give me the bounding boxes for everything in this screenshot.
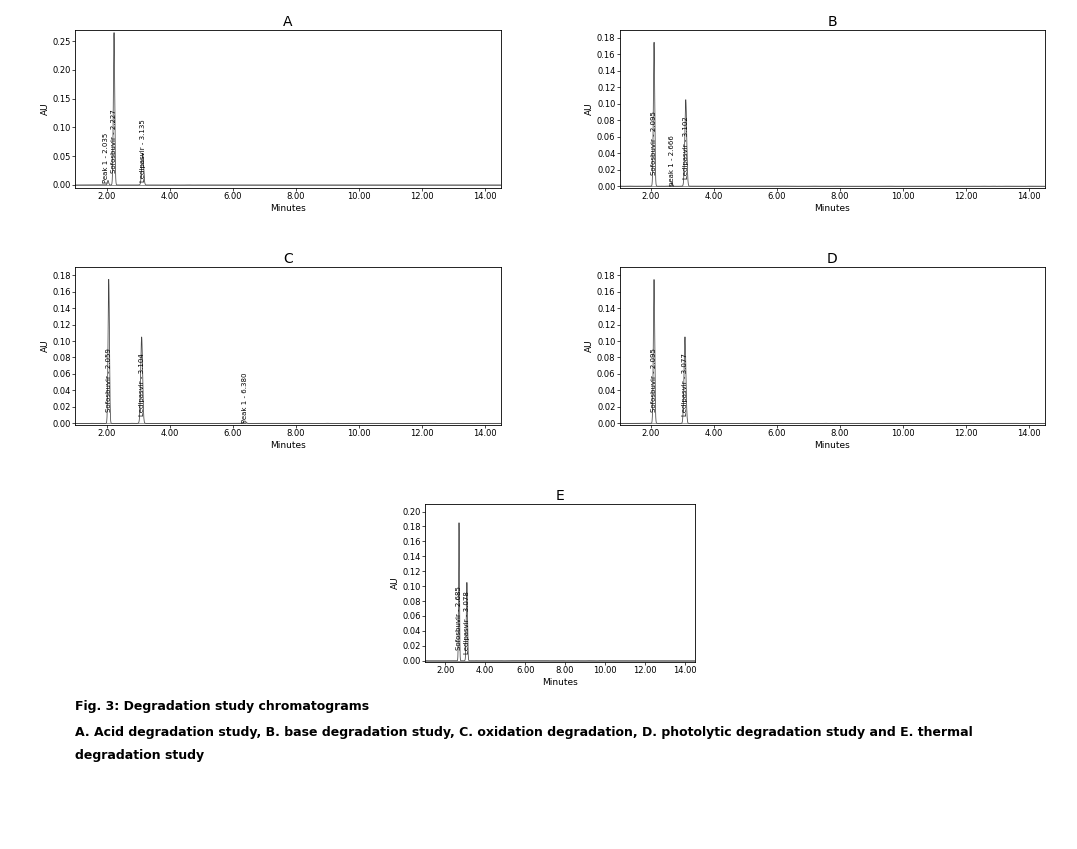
Title: A: A xyxy=(283,14,293,29)
X-axis label: Minutes: Minutes xyxy=(814,441,850,450)
Title: E: E xyxy=(556,489,564,503)
Y-axis label: AU: AU xyxy=(391,576,400,589)
X-axis label: Minutes: Minutes xyxy=(270,441,306,450)
Text: peak 1 - 2.666: peak 1 - 2.666 xyxy=(669,135,675,186)
Text: Sofosbuvir - 2.095: Sofosbuvir - 2.095 xyxy=(651,110,657,175)
Text: Ledipasvir - 3.078: Ledipasvir - 3.078 xyxy=(464,592,470,655)
Text: Fig. 3: Degradation study chromatograms: Fig. 3: Degradation study chromatograms xyxy=(75,700,369,713)
Title: D: D xyxy=(827,252,838,266)
X-axis label: Minutes: Minutes xyxy=(270,204,306,213)
Y-axis label: AU: AU xyxy=(41,103,50,115)
X-axis label: Minutes: Minutes xyxy=(542,678,578,687)
Text: Peak 1 - 2.035: Peak 1 - 2.035 xyxy=(103,132,109,183)
Y-axis label: AU: AU xyxy=(585,103,595,115)
Text: Sofosbuvir - 2.059: Sofosbuvir - 2.059 xyxy=(106,348,112,412)
Title: C: C xyxy=(283,252,293,266)
Text: Ledipasvir - 3.077: Ledipasvir - 3.077 xyxy=(682,353,688,417)
Y-axis label: AU: AU xyxy=(585,340,595,352)
Text: Sofosbuvir - 2.095: Sofosbuvir - 2.095 xyxy=(651,348,657,412)
Text: degradation study: degradation study xyxy=(75,749,205,762)
Text: Sofosbuvir - 2.685: Sofosbuvir - 2.685 xyxy=(456,586,462,649)
Text: Peak 1 - 6.380: Peak 1 - 6.380 xyxy=(242,372,248,423)
Text: Sofosbuvir - 2.227: Sofosbuvir - 2.227 xyxy=(111,109,117,173)
X-axis label: Minutes: Minutes xyxy=(814,204,850,213)
Text: Ledipasvir - 3.102: Ledipasvir - 3.102 xyxy=(683,116,689,179)
Title: B: B xyxy=(827,14,837,29)
Text: Ledipasvir - 3.104: Ledipasvir - 3.104 xyxy=(139,354,144,417)
Y-axis label: AU: AU xyxy=(41,340,50,352)
Text: A. Acid degradation study, B. base degradation study, C. oxidation degradation, : A. Acid degradation study, B. base degra… xyxy=(75,726,974,739)
Text: Ledipasvir - 3.135: Ledipasvir - 3.135 xyxy=(140,120,145,183)
